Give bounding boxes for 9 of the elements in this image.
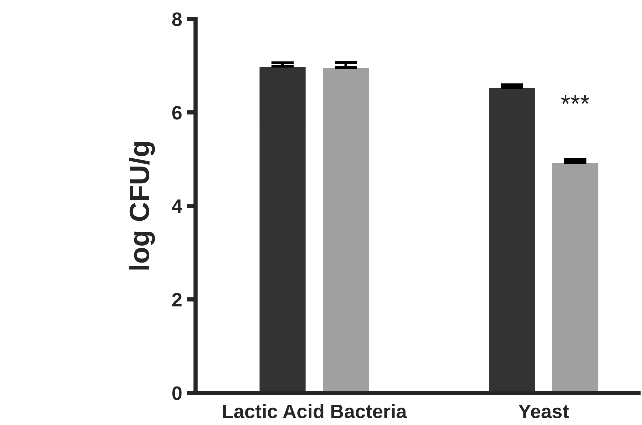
y-tick-label: 2 (172, 293, 182, 307)
x-tick-label: Yeast (518, 404, 570, 419)
x-tick-label: Lactic Acid Bacteria (223, 404, 408, 419)
y-axis-title: log CFU/g (129, 142, 156, 270)
y-tick-label: 6 (172, 106, 182, 120)
y-tick-label: 8 (172, 12, 182, 26)
annotation: *** (561, 95, 590, 104)
y-tick-label: 0 (172, 386, 182, 400)
y-tick-label: 4 (172, 200, 183, 214)
